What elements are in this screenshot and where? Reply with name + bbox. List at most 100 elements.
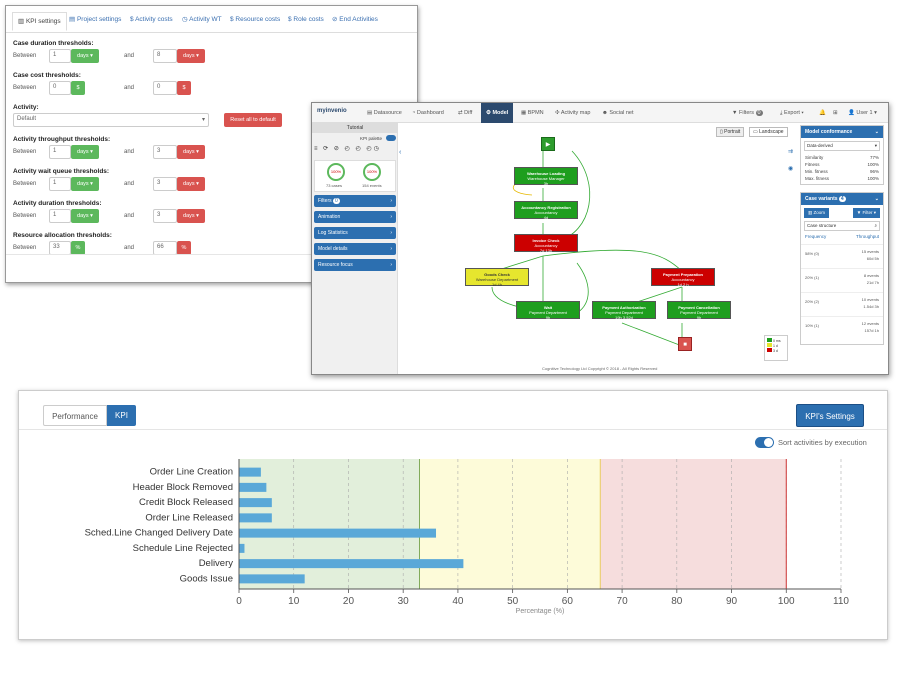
landscape-button[interactable]: ▭ Landscape [749,127,788,137]
node-time: 19h 3.52d [615,315,633,320]
wait-queue-min-unit-button[interactable]: days ▾ [71,177,99,191]
node-wait[interactable]: Wait Payment Department 9h [516,301,580,320]
case-cost-min-currency[interactable]: $ [71,81,85,95]
nav-dashboard[interactable]: ◔ Dashboard [412,110,444,116]
x-tick-label: 50 [507,596,519,607]
case-cost-min-input[interactable]: 0 [49,81,71,95]
case-cost-max-input[interactable]: 0 [153,81,177,95]
eye-icon[interactable]: ◉ [788,166,794,172]
variant-row[interactable]: 58% (0) 15 events 60d 5h [801,245,883,269]
throughput-min-input[interactable]: 1 [49,145,71,159]
sort-toggle[interactable] [755,437,774,448]
resource-min-input[interactable]: 33 [49,241,71,255]
landscape-label: Landscape [759,129,784,135]
kpi-palette-toggle[interactable] [386,135,396,141]
kpi-bar-chart: Order Line Creation Header Block Removed C… [85,459,849,615]
variant-row[interactable]: 20% (1) 8 events 21d 7h [801,269,883,293]
model-conformance-header[interactable]: Model conformance ⌄ [801,126,883,138]
reset-all-button[interactable]: Reset all to default [224,113,282,127]
duration-min-input[interactable]: 1 [49,209,71,223]
case-duration-min-unit-button[interactable]: days ▾ [71,49,99,63]
resource-max-unit[interactable]: % [177,241,191,255]
x-axis-label: Percentage (%) [516,608,565,615]
conformance-select[interactable]: Data-derived ▾ [804,141,880,151]
between-label: Between [13,181,37,187]
nav-activity-map[interactable]: ✣ Activity map [555,110,591,116]
node-payment-authorization[interactable]: Payment Authorization Payment Department 1… [592,301,656,320]
activity-select[interactable]: Default ▾ [13,113,209,127]
node-invoice-check[interactable]: Invoice Check Accountancy 7d 13h [514,234,578,253]
accordion-log-statistics[interactable]: Log Statistics › [314,227,396,239]
duration-min-unit-button[interactable]: days ▾ [71,209,99,223]
wait-queue-min-input[interactable]: 1 [49,177,71,191]
case-duration-max-input[interactable]: 8 [153,49,177,63]
node-payment-preparation[interactable]: Payment Preparation Accountancy 1d 2 h [651,268,715,287]
throughput-min-unit-button[interactable]: days ▾ [71,145,99,159]
bell-icon[interactable]: 🔔 [819,110,826,116]
x-tick-label: 70 [617,596,629,607]
resource-title: Resource allocation thresholds: [13,232,112,239]
expand-icon[interactable]: ⇉ [788,149,794,155]
filter-button[interactable]: ▼ Filter ▾ [852,208,880,218]
throughput-max-unit-button[interactable]: days ▾ [177,145,205,159]
end-node[interactable]: ■ [678,337,692,351]
x-tick-label: 100 [778,596,795,607]
case-duration-max-unit-button[interactable]: days ▾ [177,49,205,63]
start-node[interactable]: ▶ [541,137,555,151]
accordion-label: Log Statistics [318,230,348,236]
node-accountancy-registration[interactable]: Accountancy Registration Accountancy 4d [514,201,578,220]
case-cost-max-currency[interactable]: $ [177,81,191,95]
grid-icon[interactable]: ⊞ [833,110,838,116]
tab-role-costs[interactable]: $ Role costs [288,16,324,23]
nav-social-net[interactable]: ☻ Social net [602,110,634,116]
accordion-model-details[interactable]: Model details › [314,243,396,255]
tab-activity-wt[interactable]: ◷ Activity WT [182,16,222,23]
collapse-sidebar-icon[interactable]: ‹ [399,149,402,156]
process-mining-window: myinvenio ▤ Datasource ◔ Dashboard ⇄ Dif… [311,102,889,375]
wait-queue-max-unit-button[interactable]: days ▾ [177,177,205,191]
tab-end-activities[interactable]: ⊘ End Activities [332,16,378,23]
case-structure-select[interactable]: Case structure ⌕ [804,221,880,231]
duration-max-input[interactable]: 3 [153,209,177,223]
nav-datasource[interactable]: ▤ Datasource [367,110,402,116]
variant-row[interactable]: 10% (1) 12 events 157d 1h [801,317,883,341]
wait-queue-max-input[interactable]: 3 [153,177,177,191]
tab-resource-costs[interactable]: $ Resource costs [230,16,281,23]
resource-max-input[interactable]: 66 [153,241,177,255]
nav-export[interactable]: ⤓ Export ▾ [780,110,804,116]
nav-bpmn[interactable]: ▦ BPMN [521,110,544,116]
nav-user[interactable]: 👤 User 1 ▾ [848,110,877,116]
sort-throughput[interactable]: Throughput [855,234,879,239]
accordion-filters[interactable]: Filters 0 › [314,195,396,207]
sidebar-toolbar[interactable]: ≡ ⟳ ⊘ ◴ ◴ ◴◷ [314,146,381,152]
node-goods-check[interactable]: Goods Check Warehouse Department 1d 4h [465,268,529,287]
tab-activity-costs[interactable]: $ Activity costs [130,16,173,23]
duration-max-unit-button[interactable]: days ▾ [177,209,205,223]
tab-project-settings[interactable]: ▤ Project settings [69,16,122,23]
nav-model[interactable]: ⚙ Model [481,103,514,123]
node-warehouse-loading[interactable]: Warehouse Loading Warehouse Manager 3h [514,167,578,186]
case-duration-min-input[interactable]: 1 [49,49,71,63]
nav-label: Datasource [373,110,402,116]
throughput-max-input[interactable]: 3 [153,145,177,159]
variant-row[interactable]: 20% (2) 10 events 1.54d 3h [801,293,883,317]
between-label: Between [13,149,37,155]
resource-min-unit[interactable]: % [71,241,85,255]
tab-performance[interactable]: Performance [43,405,107,426]
node-payment-cancellation[interactable]: Payment Cancellation Payment Department 9h [667,301,731,320]
nav-diff[interactable]: ⇄ Diff [458,110,473,116]
accordion-animation[interactable]: Animation › [314,211,396,223]
tab-kpi-settings[interactable]: ▥ KPI settings [12,12,67,31]
zoom-button[interactable]: ▥ Zoom [804,208,830,218]
tab-label: Project settings [76,16,122,23]
sort-frequency[interactable]: Frequency [805,234,827,239]
bar [239,467,261,477]
search-icon[interactable]: ⌕ [874,223,877,228]
kpi-settings-button[interactable]: KPI's Settings [796,404,864,427]
accordion-resource-focus[interactable]: Resource focus › [314,259,396,271]
case-variants-header[interactable]: Case variants 4 ⌄ [801,193,883,205]
tutorial-button[interactable]: Tutorial [312,123,398,133]
portrait-button[interactable]: ▯ Portrait [716,127,745,137]
tab-kpi[interactable]: KPI [107,405,136,426]
nav-filters[interactable]: ▼ Filters 0 [732,110,763,116]
